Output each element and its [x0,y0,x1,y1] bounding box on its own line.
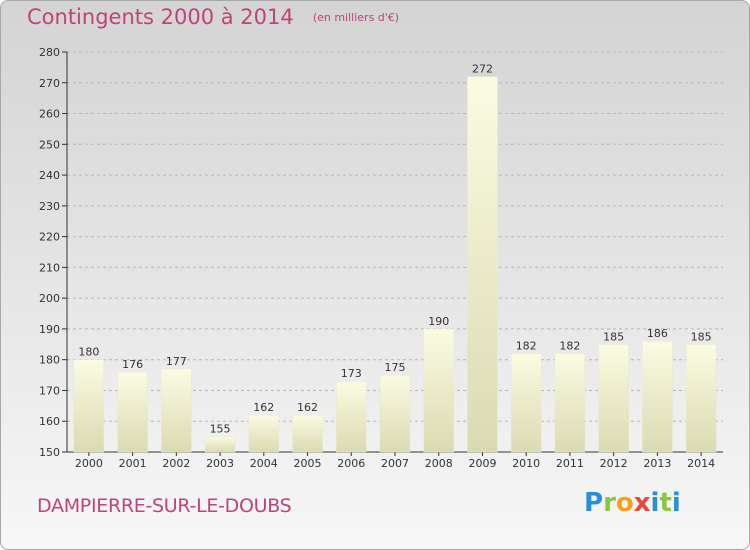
bar-2000 [73,359,105,453]
x-tick-label-2004: 2004 [250,457,278,470]
chart-title: Contingents 2000 à 2014 [27,5,294,29]
bar-2011 [554,353,586,453]
x-tick-label-2007: 2007 [381,457,409,470]
y-tick-label: 150 [39,446,60,459]
value-label-2005: 162 [297,401,318,414]
x-tick-label-2010: 2010 [512,457,540,470]
title-row: Contingents 2000 à 2014 (en milliers d'€… [27,5,399,29]
x-tick-label-2014: 2014 [687,457,715,470]
bar-2001 [117,371,148,453]
value-label-2001: 176 [122,358,143,371]
x-tick-label-2001: 2001 [119,457,147,470]
x-tick-label-2012: 2012 [600,457,628,470]
value-label-2006: 173 [341,367,362,380]
x-tick-label-2006: 2006 [337,457,365,470]
value-label-2011: 182 [559,340,580,353]
y-tick-label: 210 [39,261,60,274]
y-tick-label: 230 [39,200,60,213]
proxiti-logo: Proxiti [584,488,681,518]
bar-2004 [248,414,280,453]
value-label-2010: 182 [516,340,537,353]
x-tick-label-2005: 2005 [294,457,322,470]
commune-name: DAMPIERRE-SUR-LE-DOUBS [37,495,292,517]
bar-2005 [292,414,323,453]
chart-subtitle: (en milliers d'€) [312,11,400,24]
x-tick-label-2008: 2008 [425,457,453,470]
bar-layer [73,76,717,453]
y-tick-label: 170 [39,384,60,397]
value-label-2013: 186 [647,327,668,340]
bar-2014 [685,344,717,453]
y-tick-label: 280 [39,46,60,59]
y-tick-label: 190 [39,323,60,336]
bar-2012 [598,344,629,453]
y-tick-label: 220 [39,231,60,244]
x-tick-label-2011: 2011 [556,457,584,470]
bar-2002 [161,368,192,453]
bar-2013 [642,340,673,453]
bar-2008 [423,328,454,453]
bar-2009 [467,76,498,453]
bar-2006 [336,380,367,453]
value-label-2004: 162 [253,401,274,414]
y-tick-label: 260 [39,108,60,121]
y-tick-label: 270 [39,77,60,90]
bar-2007 [379,374,411,453]
y-tick-label: 180 [39,354,60,367]
x-tick-label-2002: 2002 [162,457,190,470]
axis-layer: 150 160 170 180 190 200 210 220 230 240 250 260 270 2… [39,46,723,470]
value-label-2002: 177 [166,355,187,368]
value-label-2003: 155 [210,423,231,436]
x-tick-label-2013: 2013 [643,457,671,470]
y-tick-label: 250 [39,138,60,151]
label-layer: 180 176 177 155 162 162 173 175 190 272 182 182 185 1… [78,63,711,436]
y-tick-label: 160 [39,415,60,428]
y-tick-label: 200 [39,292,60,305]
value-label-2012: 185 [603,330,624,343]
x-tick-label-2009: 2009 [468,457,496,470]
x-tick-label-2000: 2000 [75,457,103,470]
bar-2010 [510,353,542,453]
value-label-2000: 180 [78,346,99,359]
value-label-2014: 185 [691,330,712,343]
value-label-2009: 272 [472,63,493,76]
y-tick-label: 240 [39,169,60,182]
x-tick-label-2003: 2003 [206,457,234,470]
value-label-2008: 190 [428,315,449,328]
bar-2003 [204,436,236,453]
value-label-2007: 175 [385,361,406,374]
